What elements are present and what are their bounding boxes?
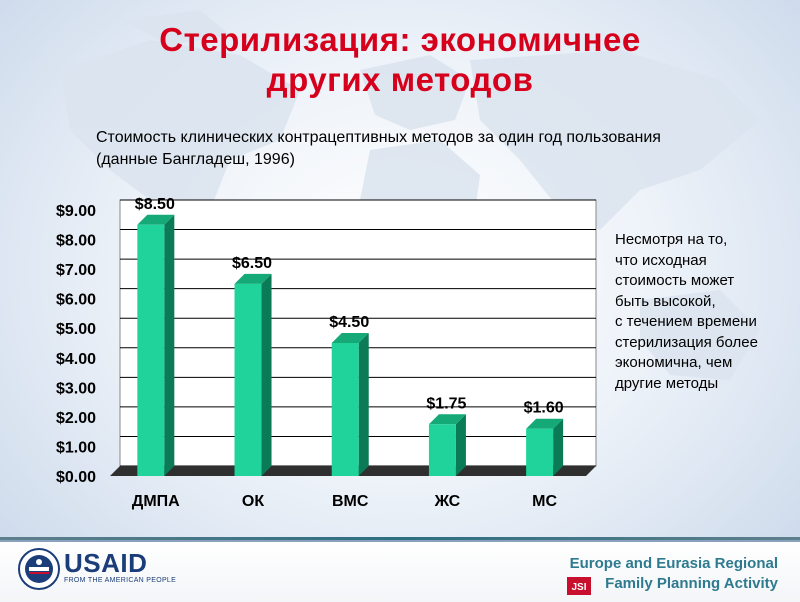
y-tick-label: $2.00 bbox=[56, 410, 96, 427]
y-tick-label: $6.00 bbox=[56, 292, 96, 309]
bar-front bbox=[331, 343, 359, 476]
title-line-1: Стерилизация: экономичнее bbox=[159, 21, 641, 58]
data-label: $4.50 bbox=[329, 314, 369, 331]
slide-title: Стерилизация: экономичнее других методов bbox=[0, 20, 800, 100]
bar-top bbox=[428, 414, 466, 425]
note-line: другие методы bbox=[615, 374, 719, 392]
y-tick-label: $4.00 bbox=[56, 351, 96, 368]
bar-front bbox=[428, 424, 456, 476]
note-line: стерилизация более bbox=[615, 333, 758, 351]
x-category-label: ДМПА bbox=[132, 493, 180, 510]
data-label: $1.75 bbox=[426, 395, 466, 412]
y-tick-label: $0.00 bbox=[56, 469, 96, 486]
x-category-label: ВМС bbox=[332, 493, 369, 510]
bar bbox=[137, 214, 175, 476]
note-line: Несмотря на то, bbox=[615, 231, 728, 248]
footer-band bbox=[0, 537, 800, 542]
bar-chart: $0.00 $1.00 $2.00 $3.00 $4.00 $5.00 $6.00 $7.00… bbox=[56, 196, 597, 510]
bar-side bbox=[358, 333, 369, 476]
chart-subtitle: Стоимость клинических контрацептивных ме… bbox=[96, 127, 756, 171]
usaid-seal-icon bbox=[18, 548, 60, 590]
bar-top bbox=[234, 273, 272, 284]
y-tick-label: $7.00 bbox=[56, 262, 96, 279]
usaid-logo-text: USAID bbox=[64, 548, 148, 578]
bar bbox=[428, 414, 466, 476]
x-category-label: ЖС bbox=[434, 493, 461, 510]
bar bbox=[234, 273, 272, 476]
program-name-line-1: Europe and Eurasia Regional bbox=[569, 555, 778, 572]
jsi-logo-icon: JSI bbox=[567, 577, 591, 595]
bar-side bbox=[553, 418, 564, 476]
bar bbox=[526, 418, 564, 476]
program-name-line-2: Family Planning Activity bbox=[605, 575, 778, 592]
bar-front bbox=[137, 224, 165, 476]
y-tick-label: $1.00 bbox=[56, 439, 96, 456]
title-line-2: других методов bbox=[266, 61, 534, 98]
note-line: экономична, чем bbox=[615, 354, 733, 371]
side-note: Несмотря на то, что исходная стоимость м… bbox=[615, 230, 795, 394]
y-tick-label: $3.00 bbox=[56, 380, 96, 397]
bar-side bbox=[164, 214, 175, 476]
jsi-logo-text: JSI bbox=[571, 582, 586, 593]
y-tick-label: $9.00 bbox=[56, 203, 96, 220]
x-category-label: МС bbox=[532, 493, 557, 510]
subtitle-line-2: (данные Бангладеш, 1996) bbox=[96, 151, 295, 168]
note-line: что исходная bbox=[615, 251, 707, 269]
x-category-label: ОК bbox=[242, 493, 264, 510]
data-label: $6.50 bbox=[232, 255, 272, 272]
bar-top bbox=[526, 418, 564, 429]
footer bbox=[0, 540, 800, 602]
bar-front bbox=[234, 283, 262, 476]
usaid-tagline: FROM THE AMERICAN PEOPLE bbox=[64, 577, 177, 584]
y-tick-label: $8.00 bbox=[56, 233, 96, 250]
note-line: стоимость может bbox=[615, 272, 735, 289]
note-line: быть высокой, bbox=[615, 292, 716, 310]
subtitle-line-1: Стоимость клинических контрацептивных ме… bbox=[96, 129, 661, 146]
bar-side bbox=[261, 273, 272, 476]
bar-top bbox=[331, 333, 369, 343]
bar bbox=[331, 333, 369, 476]
y-tick-label: $5.00 bbox=[56, 321, 96, 338]
data-label: $1.60 bbox=[524, 400, 564, 417]
bar-top bbox=[137, 214, 175, 225]
bar-side bbox=[455, 414, 466, 476]
bar-front bbox=[526, 428, 554, 476]
note-line: с течением времени bbox=[615, 313, 757, 330]
data-label: $8.50 bbox=[135, 196, 175, 213]
